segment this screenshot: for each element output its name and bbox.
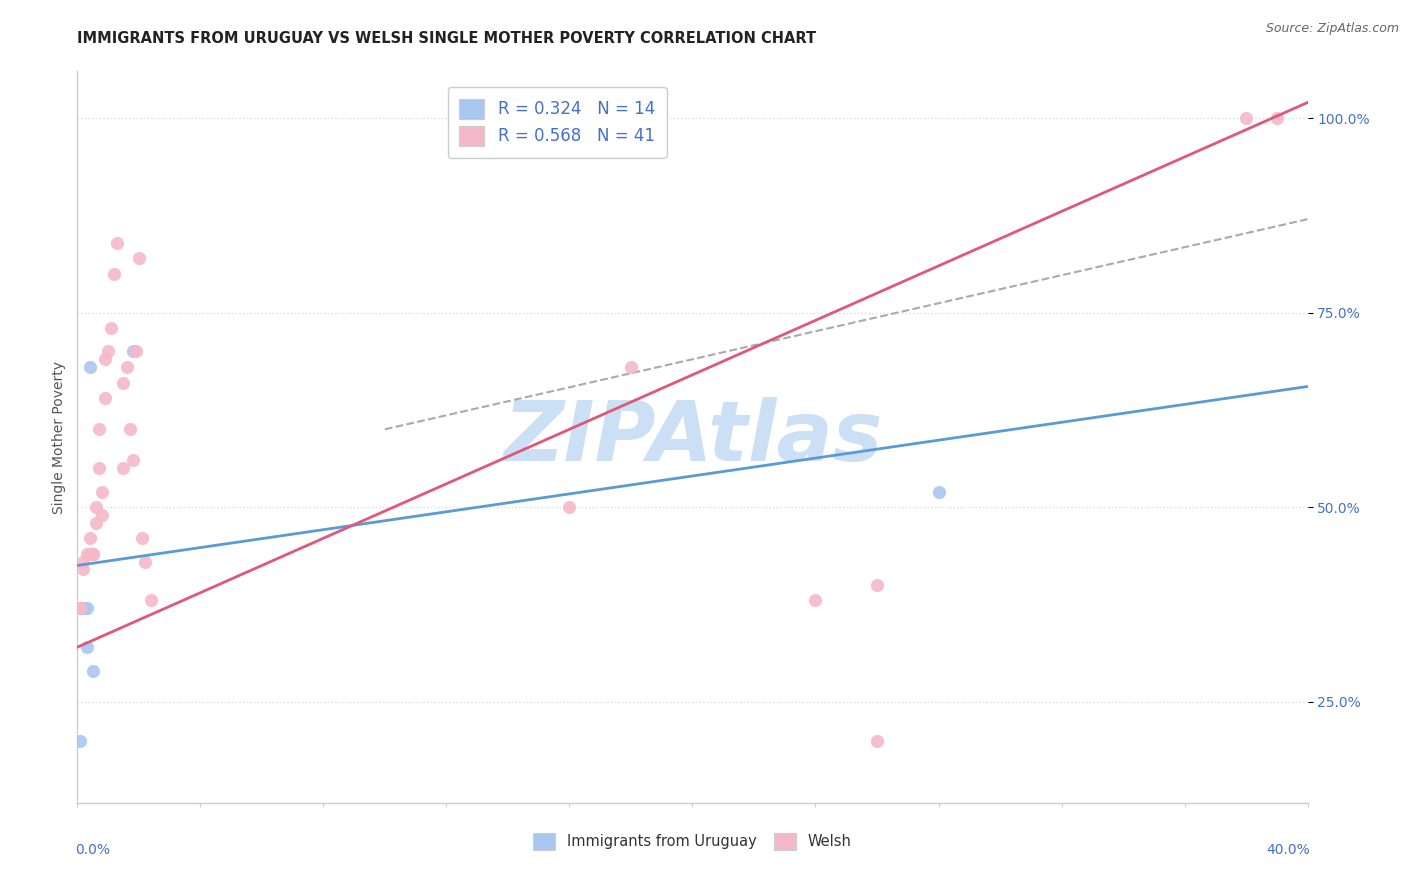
Point	[72, 601, 94, 615]
Point	[76, 640, 98, 655]
Point	[112, 461, 135, 475]
Point	[118, 422, 141, 436]
Point	[69, 601, 91, 615]
Point	[1234, 111, 1257, 125]
Point	[79, 531, 101, 545]
Point	[69, 601, 91, 615]
Point	[928, 484, 950, 499]
Point	[558, 500, 581, 515]
Point	[69, 733, 91, 747]
Point	[90, 508, 114, 522]
Text: Source: ZipAtlas.com: Source: ZipAtlas.com	[1265, 22, 1399, 36]
Point	[866, 578, 889, 592]
Point	[79, 359, 101, 374]
Text: ZIPAtlas: ZIPAtlas	[503, 397, 882, 477]
Point	[69, 601, 91, 615]
Point	[72, 601, 94, 615]
Point	[105, 235, 128, 250]
Point	[76, 547, 98, 561]
Point	[82, 547, 104, 561]
Text: IMMIGRANTS FROM URUGUAY VS WELSH SINGLE MOTHER POVERTY CORRELATION CHART: IMMIGRANTS FROM URUGUAY VS WELSH SINGLE …	[77, 31, 817, 46]
Point	[82, 664, 104, 678]
Point	[72, 601, 94, 615]
Point	[82, 547, 104, 561]
Point	[134, 555, 156, 569]
Point	[131, 531, 153, 545]
Point	[620, 359, 643, 374]
Point	[94, 391, 117, 405]
Point	[866, 733, 889, 747]
Text: 40.0%: 40.0%	[1267, 843, 1310, 857]
Point	[87, 422, 110, 436]
Point	[141, 593, 163, 607]
Text: 0.0%: 0.0%	[75, 843, 110, 857]
Legend: Immigrants from Uruguay, Welsh: Immigrants from Uruguay, Welsh	[526, 825, 859, 858]
Point	[128, 251, 150, 265]
Point	[76, 601, 98, 615]
Point	[115, 359, 138, 374]
Point	[804, 593, 827, 607]
Point	[72, 555, 94, 569]
Point	[1265, 111, 1288, 125]
Point	[100, 321, 122, 335]
Point	[84, 500, 107, 515]
Point	[84, 516, 107, 530]
Point	[72, 562, 94, 576]
Point	[112, 376, 135, 390]
Point	[125, 344, 148, 359]
Point	[103, 267, 125, 281]
Point	[87, 461, 110, 475]
Point	[94, 352, 117, 367]
Point	[69, 601, 91, 615]
Point	[121, 453, 143, 467]
Point	[97, 344, 120, 359]
Point	[121, 344, 143, 359]
Point	[79, 547, 101, 561]
Y-axis label: Single Mother Poverty: Single Mother Poverty	[52, 360, 66, 514]
Point	[90, 484, 114, 499]
